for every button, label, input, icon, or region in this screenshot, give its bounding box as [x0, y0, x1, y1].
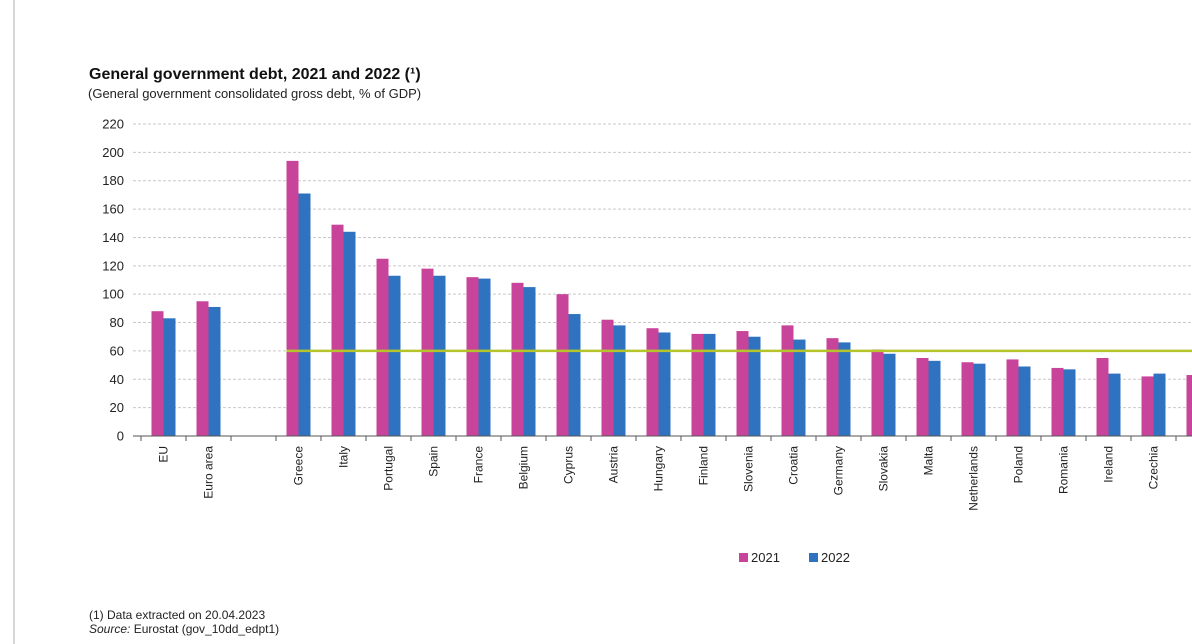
- bar-2022: [344, 232, 356, 436]
- category-label: Euro area: [202, 446, 216, 499]
- category-label: Poland: [1012, 446, 1026, 483]
- category-label: Greece: [292, 446, 306, 486]
- category-labels: EU Euro area Greece Italy Portugal Spain Franc…: [157, 446, 1161, 511]
- category-label: Finland: [697, 446, 711, 485]
- bar-2021: [197, 301, 209, 436]
- y-tick-label: 160: [102, 202, 124, 217]
- bar-2022: [1019, 367, 1031, 436]
- category-label: Germany: [832, 446, 846, 495]
- bar-2021: [782, 325, 794, 436]
- bar-2021: [962, 362, 974, 436]
- y-tick-label: 220: [102, 117, 124, 132]
- y-tick-label: 120: [102, 258, 124, 273]
- bar-2021: [872, 349, 884, 436]
- category-label: Ireland: [1102, 446, 1116, 483]
- legend: 2021 2022: [739, 550, 850, 565]
- category-label: Romania: [1057, 446, 1071, 494]
- bar-2022: [389, 276, 401, 436]
- category-label: Slovenia: [742, 446, 756, 492]
- y-tick-label: 200: [102, 145, 124, 160]
- source-text: Eurostat (gov_10dd_edpt1): [130, 622, 279, 636]
- bar-2021: [1007, 359, 1019, 436]
- source-label: Source:: [89, 622, 130, 636]
- bar-2022: [524, 287, 536, 436]
- y-tick-label: 180: [102, 173, 124, 188]
- category-label: Belgium: [517, 446, 531, 489]
- bar-2022: [569, 314, 581, 436]
- bar-2021: [1097, 358, 1109, 436]
- y-tick-label: 40: [110, 372, 124, 387]
- bar-2022: [884, 354, 896, 436]
- bar-2022: [704, 334, 716, 436]
- category-label: Spain: [427, 446, 441, 477]
- x-axis: [133, 436, 1192, 441]
- bar-2021: [512, 283, 524, 436]
- bar-2021: [557, 294, 569, 436]
- category-label: Hungary: [652, 446, 666, 491]
- bar-2021: [692, 334, 704, 436]
- legend-swatch-2021: [739, 553, 748, 562]
- bar-2022: [839, 342, 851, 436]
- bar-2021: [917, 358, 929, 436]
- bar-2022: [434, 276, 446, 436]
- bar-2022: [479, 279, 491, 436]
- bar-2021: [1187, 375, 1192, 436]
- bar-2022: [1154, 374, 1166, 436]
- bar-2022: [659, 332, 671, 436]
- bar-2022: [1109, 374, 1121, 436]
- y-tick-label: 80: [110, 315, 124, 330]
- bar-2021: [377, 259, 389, 436]
- y-tick-label: 100: [102, 287, 124, 302]
- category-label: EU: [157, 446, 171, 463]
- bar-2022: [1064, 369, 1076, 436]
- y-tick-label: 20: [110, 400, 124, 415]
- category-label: France: [472, 446, 486, 484]
- bar-2021: [422, 269, 434, 436]
- source-line: Source: Eurostat (gov_10dd_edpt1): [89, 622, 279, 636]
- bar-2022: [164, 318, 176, 436]
- bar-2021: [467, 277, 479, 436]
- bar-2021: [332, 225, 344, 436]
- bar-2021: [827, 338, 839, 436]
- legend-swatch-2022: [809, 553, 818, 562]
- bar-2021: [1142, 376, 1154, 436]
- legend-label-2021: 2021: [751, 550, 780, 565]
- category-label: Netherlands: [967, 446, 981, 511]
- category-label: Portugal: [382, 446, 396, 491]
- bar-2021: [1052, 368, 1064, 436]
- bar-2021: [602, 320, 614, 436]
- bar-2022: [299, 193, 311, 436]
- y-tick-label: 60: [110, 343, 124, 358]
- category-label: Croatia: [787, 446, 801, 485]
- category-label: Italy: [337, 446, 351, 468]
- bar-2022: [614, 325, 626, 436]
- bar-2022: [929, 361, 941, 436]
- category-label: Slovakia: [877, 446, 891, 492]
- bar-2021: [287, 161, 299, 436]
- bar-2022: [794, 340, 806, 436]
- category-label: Austria: [607, 446, 621, 484]
- category-label: Malta: [922, 446, 936, 476]
- category-label: Czechia: [1147, 446, 1161, 490]
- bar-2021: [737, 331, 749, 436]
- y-tick-label: 0: [117, 429, 124, 444]
- y-axis-ticks: 0 20 40 60 80 100 120 140 160 180 200 220: [102, 117, 124, 444]
- y-tick-label: 140: [102, 230, 124, 245]
- bar-2021: [647, 328, 659, 436]
- bar-2022: [209, 307, 221, 436]
- bars: [152, 161, 1192, 436]
- footnote: (1) Data extracted on 20.04.2023: [89, 608, 265, 622]
- category-label: Cyprus: [562, 446, 576, 484]
- bar-2021: [152, 311, 164, 436]
- legend-label-2022: 2022: [821, 550, 850, 565]
- bar-2022: [974, 364, 986, 436]
